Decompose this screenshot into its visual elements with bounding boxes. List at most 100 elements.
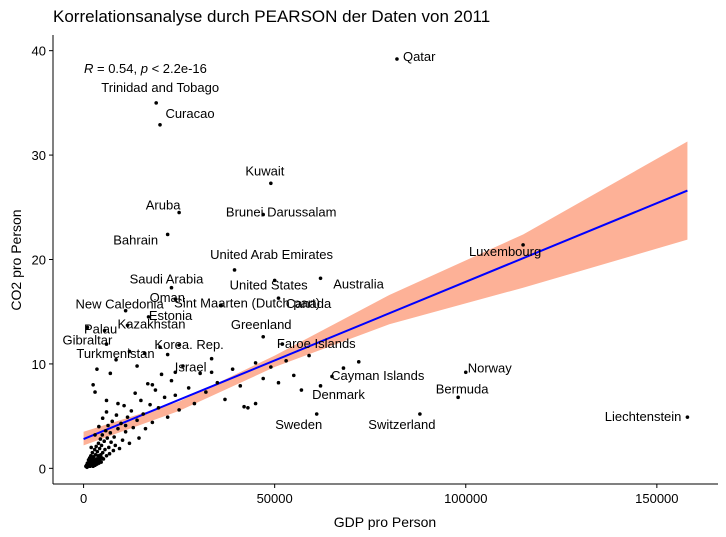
data-point — [137, 436, 141, 440]
correlation-annotation: R = 0.54, p < 2.2e-16 — [84, 61, 207, 76]
data-point — [91, 383, 95, 387]
data-point — [169, 378, 174, 383]
point-label: Luxembourg — [469, 244, 541, 259]
point-label: Greenland — [231, 317, 292, 332]
data-point — [108, 431, 113, 435]
labeled-data-point — [463, 370, 468, 375]
data-points-layer — [84, 57, 690, 470]
data-point — [119, 421, 123, 426]
labeled-data-point — [280, 342, 285, 346]
r-symbol: R — [84, 61, 93, 76]
point-label: Brunei Darussalam — [226, 205, 337, 220]
labeled-data-point — [154, 101, 158, 105]
data-point — [105, 436, 110, 440]
data-point — [284, 358, 288, 363]
data-point — [114, 413, 119, 417]
regression-line — [83, 189, 688, 441]
point-label: Oman — [150, 290, 185, 305]
labeled-data-point — [146, 315, 151, 319]
data-point — [165, 352, 170, 357]
labeled-data-point — [261, 334, 266, 339]
labeled-data-point — [272, 278, 277, 283]
data-point — [116, 426, 120, 431]
data-point — [159, 372, 164, 377]
point-label: Israel — [175, 359, 207, 374]
data-point — [330, 374, 334, 379]
point-label: Denmark — [312, 387, 365, 402]
data-point — [148, 402, 152, 407]
data-point — [104, 454, 109, 458]
data-point — [215, 380, 220, 385]
labeled-data-point — [209, 370, 214, 375]
y-tick-label: 30 — [32, 148, 46, 163]
point-label: Qatar — [403, 49, 436, 64]
data-point — [120, 438, 125, 442]
data-point — [150, 383, 155, 387]
point-label: Trinidad and Tobago — [101, 80, 219, 95]
labeled-data-point — [169, 285, 174, 290]
data-point — [100, 433, 105, 437]
point-label: Australia — [333, 276, 384, 291]
data-point — [269, 365, 273, 369]
data-point — [106, 423, 110, 428]
data-point — [173, 393, 178, 398]
point-label: Sweden — [275, 417, 322, 432]
data-point — [104, 410, 109, 414]
y-tick-label: 20 — [32, 253, 46, 268]
labeled-data-point — [232, 268, 237, 272]
data-point — [162, 395, 167, 400]
labeled-data-point — [104, 342, 109, 346]
data-point — [253, 361, 258, 365]
point-label: Estonia — [149, 308, 193, 323]
data-point — [242, 404, 246, 409]
labeled-data-point — [395, 57, 399, 61]
data-point — [127, 441, 132, 446]
data-point — [98, 437, 103, 441]
data-point — [107, 451, 112, 456]
labeled-data-point — [123, 308, 128, 313]
x-tick-label: 150000 — [635, 491, 678, 506]
point-label: United States — [230, 277, 309, 292]
point-label: Kuwait — [245, 163, 284, 178]
data-point — [90, 450, 95, 455]
data-point — [112, 435, 116, 439]
data-point — [238, 384, 243, 388]
data-point — [95, 367, 99, 371]
data-point — [103, 428, 108, 433]
point-label: Switzerland — [368, 417, 435, 432]
data-point — [123, 423, 128, 428]
labeled-data-point — [158, 123, 162, 127]
labeled-data-point — [356, 360, 361, 364]
y-tick-label: 40 — [32, 44, 46, 59]
data-point — [156, 405, 161, 410]
labeled-data-point — [177, 343, 181, 347]
x-axis-title: GDP pro Person — [334, 514, 436, 530]
labeled-data-point — [418, 412, 422, 416]
data-point — [125, 415, 130, 419]
data-point — [99, 460, 103, 464]
point-label: Gibraltar — [62, 332, 113, 347]
data-point — [131, 425, 136, 430]
point-label: Canada — [286, 296, 332, 311]
data-point — [204, 390, 208, 394]
point-label: United Arab Emirates — [210, 247, 333, 262]
chart-title: Korrelationsanalyse durch PEARSON der Da… — [53, 7, 490, 26]
data-point — [186, 386, 191, 390]
data-point — [117, 446, 122, 451]
data-point — [173, 370, 178, 375]
point-label: Curacao — [165, 106, 214, 121]
data-point — [150, 420, 155, 425]
labeled-data-point — [276, 296, 281, 300]
data-point — [103, 447, 107, 452]
data-point — [253, 401, 258, 406]
data-point — [291, 373, 296, 378]
labeled-data-point — [102, 328, 107, 333]
labeled-data-point — [456, 395, 460, 400]
data-point — [299, 388, 304, 392]
data-point — [92, 447, 97, 452]
labeled-data-point — [125, 323, 130, 328]
data-point — [114, 357, 118, 362]
data-point — [246, 405, 250, 410]
data-point — [261, 376, 266, 381]
